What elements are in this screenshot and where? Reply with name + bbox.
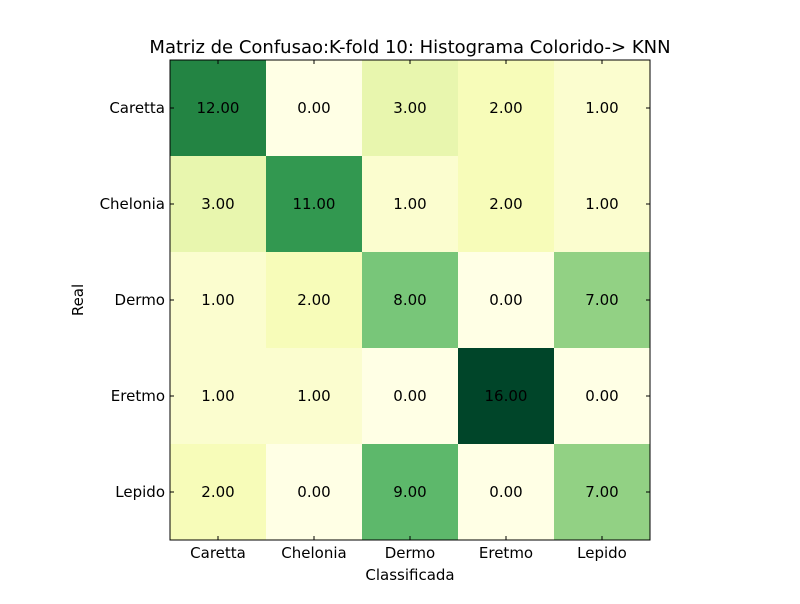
plot-frame — [169, 59, 651, 541]
heatmap-cell-2-1 — [266, 252, 362, 348]
heatmap-cell-0-0 — [170, 60, 266, 156]
cell-value-label-2-3: 0.00 — [489, 291, 522, 309]
y-tick-labels: Caretta Chelonia Dermo Eretmo Lepido — [100, 99, 165, 501]
cell-value-label-0-0: 12.00 — [197, 99, 240, 117]
x-tick-label-1: Chelonia — [281, 544, 346, 562]
heatmap-cell-0-1 — [266, 60, 362, 156]
cell-value-label-3-1: 1.00 — [297, 387, 330, 405]
cell-value-label-1-3: 2.00 — [489, 195, 522, 213]
cell-value-label-0-3: 2.00 — [489, 99, 522, 117]
y-tick-label-2: Dermo — [115, 291, 165, 309]
cell-value-label-0-2: 3.00 — [393, 99, 426, 117]
x-tick-label-2: Dermo — [385, 544, 435, 562]
x-tick-label-3: Eretmo — [479, 544, 533, 562]
cell-value-label-0-4: 1.00 — [585, 99, 618, 117]
x-tick-labels: Caretta Chelonia Dermo Eretmo Lepido — [190, 544, 627, 562]
heatmap-cell-1-0 — [170, 156, 266, 252]
heatmap-cell-4-1 — [266, 444, 362, 540]
cell-value-label-3-2: 0.00 — [393, 387, 426, 405]
y-tick-label-0: Caretta — [109, 99, 165, 117]
heatmap-cell-3-4 — [554, 348, 650, 444]
cell-value-label-2-0: 1.00 — [201, 291, 234, 309]
cell-value-label-4-3: 0.00 — [489, 483, 522, 501]
heatmap-cell-3-2 — [362, 348, 458, 444]
x-tick-label-4: Lepido — [577, 544, 627, 562]
heatmap-cells: 12.00 0.00 3.00 2.00 1.00 3.00 11.00 1.00 2.00 1.… — [170, 60, 650, 540]
y-tick-label-1: Chelonia — [100, 195, 165, 213]
heatmap-cell-0-3 — [458, 60, 554, 156]
cell-value-label-1-1: 11.00 — [293, 195, 336, 213]
heatmap-cell-2-4 — [554, 252, 650, 348]
cell-value-label-1-0: 3.00 — [201, 195, 234, 213]
heatmap-cell-0-4 — [554, 60, 650, 156]
cell-value-label-1-4: 1.00 — [585, 195, 618, 213]
heatmap-cell-2-3 — [458, 252, 554, 348]
heatmap-cell-0-2 — [362, 60, 458, 156]
heatmap-cell-1-1 — [266, 156, 362, 252]
cell-value-label-2-2: 8.00 — [393, 291, 426, 309]
heatmap-cell-1-4 — [554, 156, 650, 252]
cell-value-label-2-4: 7.00 — [585, 291, 618, 309]
cell-value-label-4-2: 9.00 — [393, 483, 426, 501]
heatmap-cell-4-0 — [170, 444, 266, 540]
chart-title: Matriz de Confusao:K-fold 10: Histograma… — [149, 37, 670, 58]
heatmap-cell-3-1 — [266, 348, 362, 444]
cell-value-label-3-0: 1.00 — [201, 387, 234, 405]
heatmap-cell-4-3 — [458, 444, 554, 540]
y-tick-label-3: Eretmo — [111, 387, 165, 405]
axis-ticks — [170, 60, 650, 540]
heatmap-cell-4-4 — [554, 444, 650, 540]
cell-value-label-0-1: 0.00 — [297, 99, 330, 117]
heatmap-cell-1-3 — [458, 156, 554, 252]
cell-value-label-3-4: 0.00 — [585, 387, 618, 405]
heatmap-cell-3-3 — [458, 348, 554, 444]
heatmap-cell-2-2 — [362, 252, 458, 348]
heatmap-cell-2-0 — [170, 252, 266, 348]
y-axis-label: Real — [69, 284, 87, 316]
x-axis-label: Classificada — [365, 566, 454, 584]
x-tick-label-0: Caretta — [190, 544, 246, 562]
heatmap-cell-1-2 — [362, 156, 458, 252]
cell-value-label-1-2: 1.00 — [393, 195, 426, 213]
heatmap-cell-4-2 — [362, 444, 458, 540]
cell-value-label-3-3: 16.00 — [485, 387, 528, 405]
cell-value-label-2-1: 2.00 — [297, 291, 330, 309]
cell-value-label-4-1: 0.00 — [297, 483, 330, 501]
heatmap-cell-3-0 — [170, 348, 266, 444]
y-tick-label-4: Lepido — [115, 483, 165, 501]
cell-value-label-4-4: 7.00 — [585, 483, 618, 501]
cell-value-label-4-0: 2.00 — [201, 483, 234, 501]
